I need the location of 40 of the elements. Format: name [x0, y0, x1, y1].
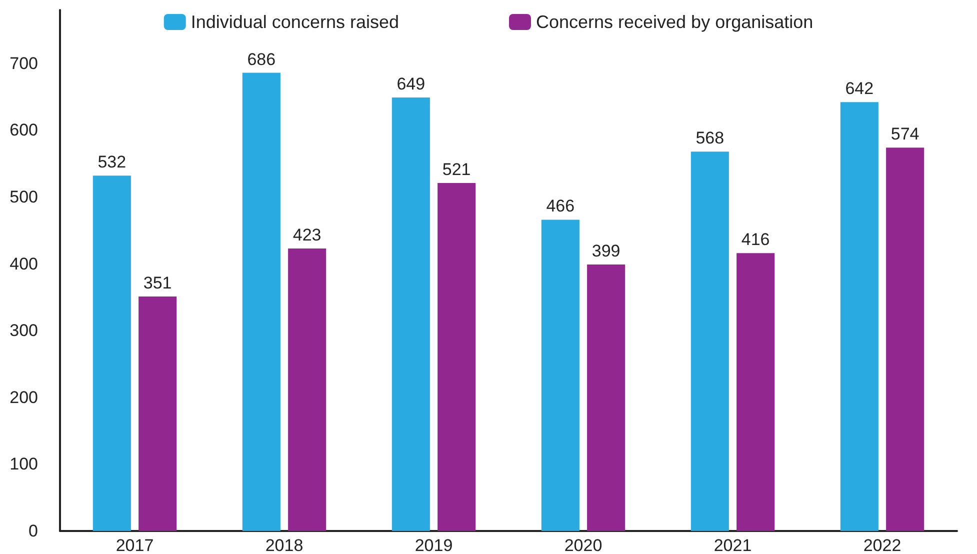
y-tick-label: 200 — [10, 388, 38, 407]
data-label: 574 — [890, 124, 920, 144]
y-tick-label: 100 — [10, 454, 38, 474]
bar — [541, 220, 580, 531]
bar — [242, 72, 280, 531]
y-tick-label: 500 — [10, 188, 38, 207]
y-tick-label: 400 — [10, 254, 38, 274]
legend-label: Concerns received by organisation — [536, 12, 814, 32]
data-label: 351 — [143, 274, 172, 293]
x-tick-label: 2018 — [265, 536, 304, 554]
data-label: 642 — [845, 79, 874, 98]
y-tick-label: 700 — [10, 54, 38, 73]
data-label: 466 — [546, 196, 575, 216]
y-tick-label: 0 — [28, 522, 38, 540]
data-label: 423 — [292, 225, 322, 244]
bar — [587, 264, 626, 531]
bar — [392, 98, 430, 531]
data-label: 521 — [442, 160, 471, 179]
bar — [288, 248, 326, 531]
bar — [840, 102, 878, 531]
data-label: 649 — [396, 74, 426, 94]
y-tick-label: 600 — [10, 120, 38, 140]
bar — [438, 183, 476, 531]
bar — [92, 176, 131, 531]
x-tick-label: 2022 — [863, 536, 902, 554]
x-tick-label: 2021 — [714, 536, 752, 554]
data-label: 399 — [592, 241, 620, 260]
data-label: 532 — [98, 152, 126, 172]
data-label: 416 — [741, 230, 770, 250]
bar — [690, 152, 729, 531]
x-tick-label: 2020 — [564, 536, 602, 554]
x-tick-label: 2019 — [414, 536, 453, 554]
data-label: 568 — [696, 128, 724, 148]
bar — [138, 296, 177, 531]
y-tick-label: 300 — [10, 321, 38, 340]
bar — [736, 253, 775, 531]
x-tick-label: 2017 — [116, 536, 154, 554]
data-label: 686 — [247, 50, 276, 69]
bar — [886, 148, 924, 531]
legend-label: Individual concerns raised — [190, 12, 399, 32]
